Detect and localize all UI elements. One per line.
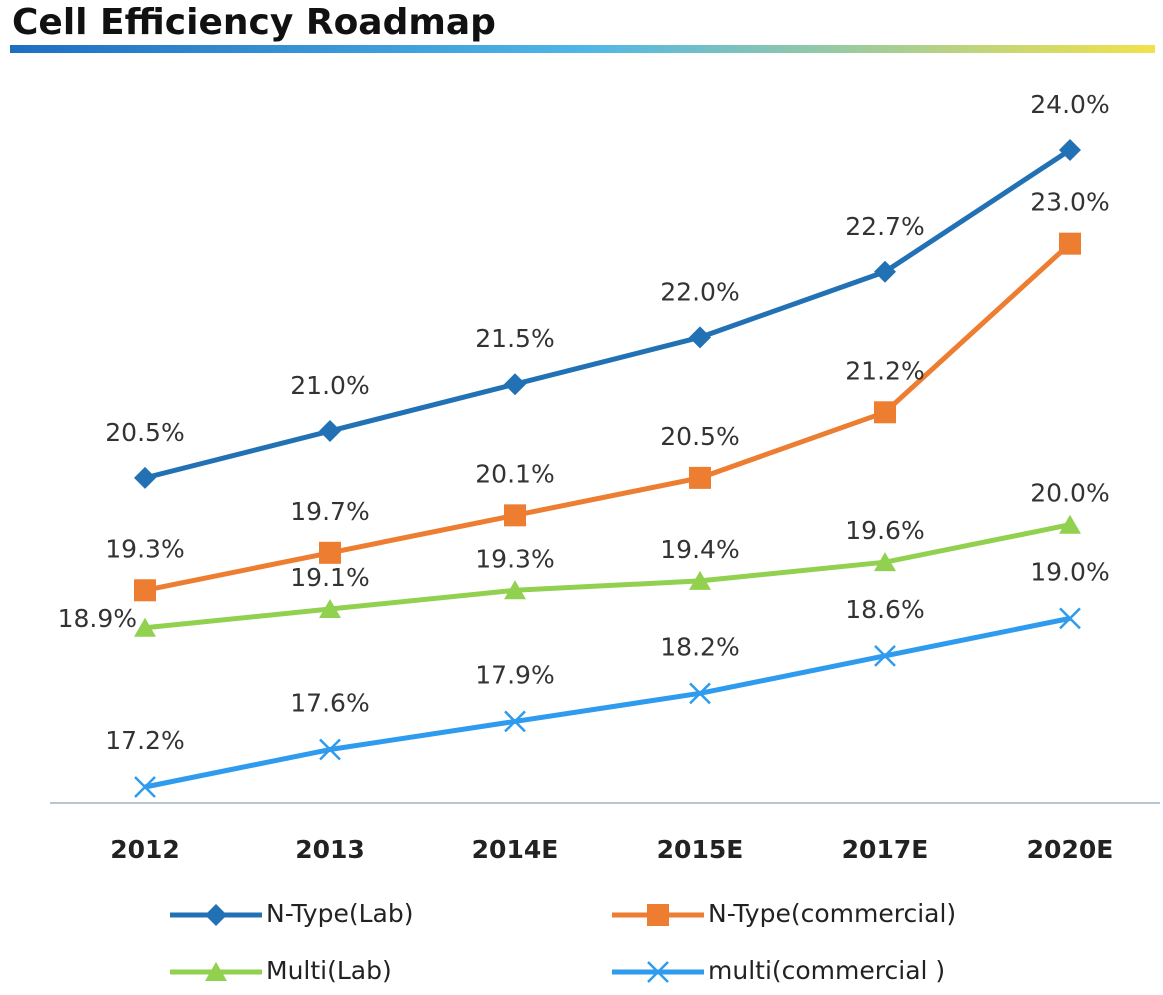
data-point	[319, 420, 341, 443]
legend-label: N-Type(Lab)	[266, 899, 413, 928]
data-label: 19.0%	[1030, 557, 1109, 586]
data-point	[689, 466, 711, 489]
series-line	[144, 147, 1072, 481]
data-label: 22.7%	[845, 212, 924, 241]
data-label: 20.5%	[105, 418, 184, 447]
data-point	[504, 504, 526, 527]
data-label: 19.7%	[290, 497, 369, 526]
data-label: 19.4%	[660, 535, 739, 564]
data-point	[504, 373, 526, 396]
data-point	[134, 776, 156, 798]
data-point	[689, 570, 711, 590]
data-label: 17.2%	[105, 726, 184, 755]
legend-label: N-Type(commercial)	[708, 899, 956, 928]
data-point	[504, 710, 526, 733]
series-line	[144, 241, 1072, 593]
legend-marker	[205, 904, 227, 926]
data-point	[874, 644, 896, 667]
data-label: 19.3%	[105, 534, 184, 563]
legend-marker	[647, 904, 669, 926]
data-point	[1059, 514, 1081, 534]
data-point	[134, 579, 156, 602]
data-point	[134, 617, 156, 637]
data-point	[1059, 607, 1081, 630]
x-tick-label: 2017E	[842, 835, 929, 864]
legend-label: multi(commercial )	[708, 956, 945, 985]
data-label: 17.9%	[475, 660, 554, 689]
title-underline	[10, 45, 1155, 53]
data-point	[134, 466, 156, 489]
data-point	[319, 738, 341, 761]
data-label: 17.6%	[290, 689, 369, 718]
data-label: 20.5%	[660, 422, 739, 451]
data-label: 20.0%	[1030, 479, 1109, 508]
x-tick-label: 2013	[295, 835, 365, 864]
series-line	[144, 522, 1071, 631]
data-label: 19.6%	[845, 516, 924, 545]
data-label: 21.0%	[290, 371, 369, 400]
data-point	[1059, 139, 1081, 161]
x-tick-label: 2020E	[1027, 835, 1114, 864]
data-label: 18.9%	[58, 604, 137, 633]
data-label: 18.6%	[845, 595, 924, 624]
data-label: 20.1%	[475, 459, 554, 488]
data-point	[689, 326, 711, 349]
x-tick-label: 2015E	[657, 835, 744, 864]
data-point	[874, 401, 896, 424]
data-label: 24.0%	[1030, 90, 1109, 119]
data-point	[319, 599, 341, 619]
legend-marker	[205, 962, 227, 981]
data-label: 22.0%	[660, 277, 739, 306]
data-point	[874, 552, 896, 572]
x-tick-label: 2014E	[472, 835, 559, 864]
data-point	[504, 580, 526, 600]
x-tick-label: 2012	[110, 835, 180, 864]
chart-title: Cell Efficiency Roadmap	[12, 2, 496, 43]
data-label: 21.2%	[845, 356, 924, 385]
data-label: 21.5%	[475, 324, 554, 353]
data-label: 19.3%	[475, 544, 554, 573]
data-label: 19.1%	[290, 563, 369, 592]
data-label: 23.0%	[1030, 188, 1109, 217]
data-label: 18.2%	[660, 632, 739, 661]
data-point	[1059, 232, 1081, 255]
data-point	[319, 541, 341, 564]
series-line	[144, 615, 1071, 790]
legend-marker	[647, 961, 669, 983]
data-point	[874, 260, 896, 283]
legend-label: Multi(Lab)	[266, 956, 392, 985]
data-point	[689, 682, 711, 705]
